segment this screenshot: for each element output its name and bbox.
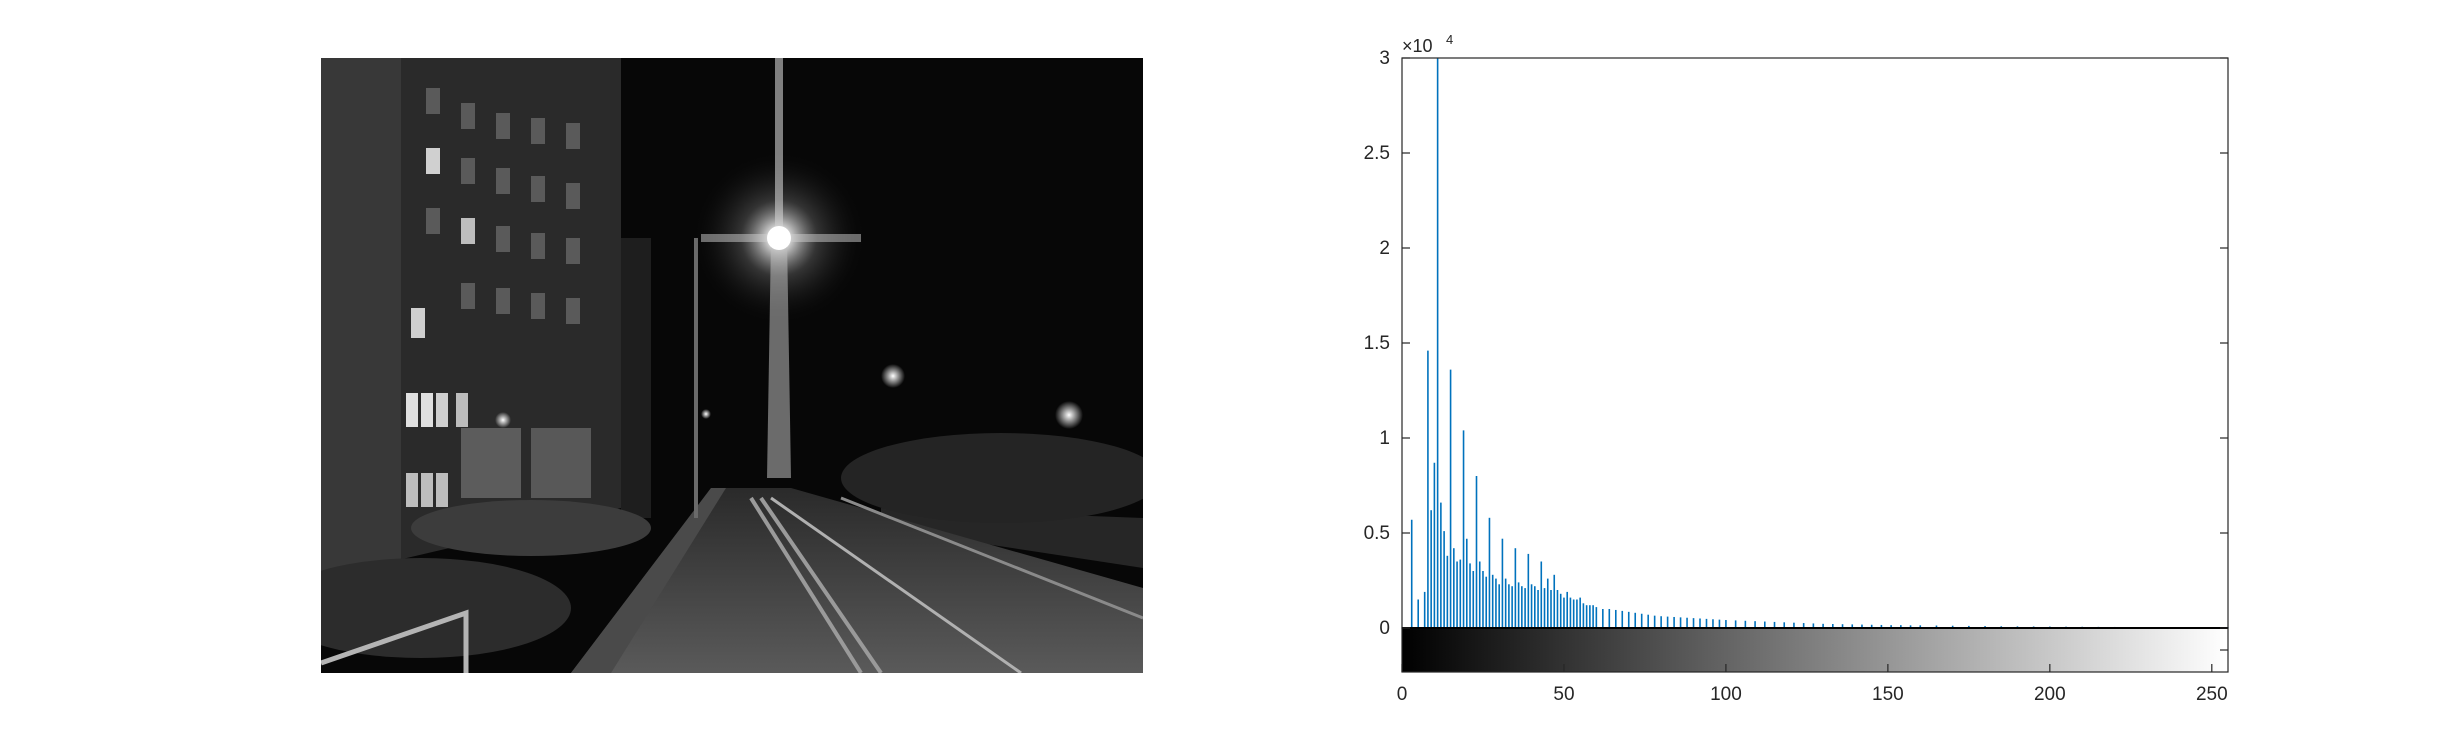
x-tick-label: 100 (1710, 684, 1742, 705)
histogram-bars (1410, 58, 2229, 628)
sidewalk (571, 488, 726, 673)
shrub (321, 558, 571, 658)
plot-frame (1401, 57, 2229, 629)
x-axis-ticks: 0 50 100 150 200 250 (1397, 649, 2228, 705)
building-annex (621, 238, 651, 518)
hedge (411, 500, 651, 556)
x-tick-label: 0 (1397, 684, 1408, 705)
road (571, 488, 1143, 673)
railing (321, 609, 469, 673)
y-exponent-power: 4 (1446, 32, 1453, 47)
distant-light (495, 412, 511, 428)
y-tick-label: 0.5 (1364, 523, 1390, 544)
y-tick-label: 1 (1379, 428, 1390, 449)
y-tick-label: 2.5 (1364, 143, 1390, 164)
grayscale-photo (321, 58, 1143, 673)
y-tick-label: 3 (1379, 48, 1390, 69)
distant-light (881, 364, 905, 388)
grayscale-colorbar (1402, 628, 2228, 672)
y-exponent-base: ×10 (1402, 36, 1433, 56)
trees-right (881, 508, 1143, 568)
x-tick-label: 250 (2196, 684, 2228, 705)
y-tick-label: 1.5 (1364, 333, 1390, 354)
y-exponent-label: ×10 4 (1402, 32, 1453, 56)
y-tick-label: 2 (1379, 238, 1390, 259)
building-left-front (321, 58, 401, 618)
y-axis-ticks: 0 0.5 1 1.5 2 2.5 3 (1364, 48, 2228, 639)
building-windows (406, 88, 591, 507)
x-tick-label: 200 (2034, 684, 2066, 705)
night-street-image (321, 58, 1143, 673)
x-tick-label: 150 (1872, 684, 1904, 705)
distant-light (1055, 401, 1083, 429)
x-tick-label: 50 (1553, 684, 1574, 705)
y-tick-label: 0 (1379, 618, 1390, 639)
